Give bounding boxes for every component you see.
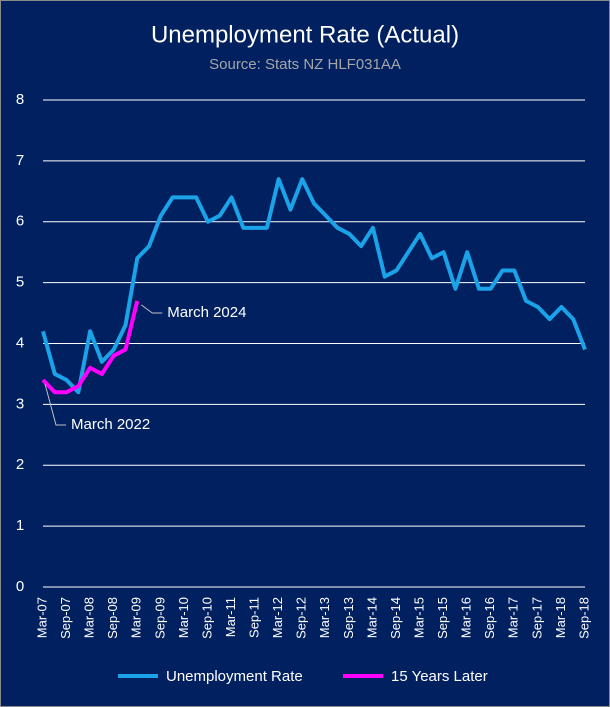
series-line <box>41 177 587 395</box>
legend-label: 15 Years Later <box>391 668 488 685</box>
x-tick-label: Mar-10 <box>176 597 191 638</box>
x-tick-label: Sep-07 <box>58 597 73 639</box>
y-tick-label: 1 <box>16 517 24 534</box>
x-tick-label: Mar-14 <box>364 597 379 638</box>
x-tick-label: Mar-15 <box>411 597 426 638</box>
x-tick-label: Mar-07 <box>34 597 49 638</box>
x-tick-label: Sep-15 <box>435 597 450 639</box>
x-tick-label: Sep-10 <box>199 597 214 639</box>
x-tick-label: Sep-14 <box>388 597 403 639</box>
x-tick-label: Sep-12 <box>294 597 309 639</box>
y-tick-label: 7 <box>16 152 24 169</box>
y-tick-label: 6 <box>16 213 24 230</box>
annotation-leader <box>140 304 163 314</box>
x-tick-label: Mar-12 <box>270 597 285 638</box>
x-tick-label: Mar-16 <box>459 597 474 638</box>
chart-subtitle: Source: Stats NZ HLF031AA <box>209 56 401 73</box>
x-tick-label: Mar-18 <box>553 597 568 638</box>
y-tick-label: 3 <box>16 395 24 412</box>
y-tick-label: 8 <box>16 91 24 108</box>
x-tick-label: Mar-09 <box>129 597 144 638</box>
x-tick-label: Mar-11 <box>223 597 238 637</box>
series-line <box>41 300 140 395</box>
x-tick-label: Mar-17 <box>506 597 521 638</box>
annotation-leader <box>44 383 66 426</box>
y-tick-label: 4 <box>16 334 24 351</box>
x-tick-label: Sep-09 <box>152 597 167 639</box>
x-tick-label: Sep-11 <box>247 597 262 638</box>
annotation: March 2024 <box>167 304 246 321</box>
chart-title: Unemployment Rate (Actual) <box>151 21 459 48</box>
x-tick-label: Mar-13 <box>317 597 332 638</box>
annotation: March 2022 <box>71 416 150 433</box>
y-tick-label: 0 <box>16 578 24 595</box>
x-tick-label: Sep-16 <box>482 597 497 639</box>
x-tick-label: Sep-13 <box>341 597 356 639</box>
y-tick-label: 5 <box>16 274 24 291</box>
x-tick-label: Sep-17 <box>529 597 544 639</box>
x-tick-label: Mar-08 <box>82 597 97 638</box>
x-tick-label: Sep-08 <box>105 597 120 639</box>
y-tick-label: 2 <box>16 456 24 473</box>
legend-label: Unemployment Rate <box>166 668 303 685</box>
x-tick-label: Sep-18 <box>576 597 591 639</box>
